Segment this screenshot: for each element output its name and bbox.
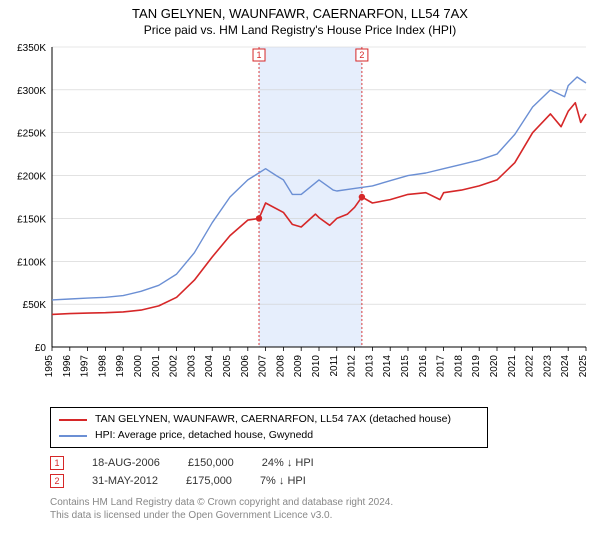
svg-text:2018: 2018: [453, 354, 464, 377]
annotation-price: £150,000: [188, 457, 234, 469]
chart-area: £0 £50K £100K £150K £200K £250K £300K £350K 1995…: [8, 41, 592, 401]
annotation-date: 31-MAY-2012: [92, 475, 158, 487]
legend-swatch: [59, 435, 87, 437]
svg-text:2003: 2003: [186, 354, 197, 377]
chart-subtitle: Price paid vs. HM Land Registry's House …: [8, 23, 592, 37]
svg-text:2017: 2017: [436, 354, 447, 377]
svg-text:2014: 2014: [382, 354, 393, 377]
annotation-price: £175,000: [186, 475, 232, 487]
legend-label: HPI: Average price, detached house, Gwyn…: [95, 428, 313, 444]
svg-text:1: 1: [257, 50, 262, 60]
svg-text:1996: 1996: [62, 354, 73, 377]
svg-text:2020: 2020: [489, 354, 500, 377]
svg-text:2025: 2025: [578, 354, 589, 377]
svg-text:2004: 2004: [204, 354, 215, 377]
svg-text:1995: 1995: [44, 354, 55, 377]
svg-text:1997: 1997: [80, 354, 91, 377]
svg-text:£50K: £50K: [23, 300, 47, 311]
svg-text:£150K: £150K: [17, 214, 46, 225]
svg-text:2015: 2015: [400, 354, 411, 377]
footnote: Contains HM Land Registry data © Crown c…: [50, 496, 592, 522]
svg-text:2019: 2019: [471, 354, 482, 377]
svg-text:2008: 2008: [275, 354, 286, 377]
annotation-marker-2: 2: [50, 474, 64, 488]
svg-text:2000: 2000: [133, 354, 144, 377]
svg-text:1999: 1999: [115, 354, 126, 377]
svg-text:2024: 2024: [560, 354, 571, 377]
svg-text:2022: 2022: [525, 354, 536, 377]
svg-text:1998: 1998: [97, 354, 108, 377]
svg-text:2012: 2012: [347, 354, 358, 377]
svg-text:2006: 2006: [240, 354, 251, 377]
svg-text:2013: 2013: [364, 354, 375, 377]
legend-item-subject: TAN GELYNEN, WAUNFAWR, CAERNARFON, LL54 …: [59, 412, 479, 428]
footnote-line: This data is licensed under the Open Gov…: [50, 509, 592, 522]
svg-text:2005: 2005: [222, 354, 233, 377]
legend-swatch: [59, 419, 87, 421]
annotation-date: 18-AUG-2006: [92, 457, 160, 469]
svg-text:2002: 2002: [169, 354, 180, 377]
svg-text:2021: 2021: [507, 354, 518, 377]
legend-label: TAN GELYNEN, WAUNFAWR, CAERNARFON, LL54 …: [95, 412, 451, 428]
legend-item-hpi: HPI: Average price, detached house, Gwyn…: [59, 428, 479, 444]
annotation-row-1: 1 18-AUG-2006 £150,000 24% ↓ HPI: [50, 454, 592, 472]
svg-text:£250K: £250K: [17, 129, 46, 140]
annotation-row-2: 2 31-MAY-2012 £175,000 7% ↓ HPI: [50, 472, 592, 490]
annotation-delta: 7% ↓ HPI: [260, 475, 306, 487]
svg-text:2011: 2011: [329, 354, 340, 376]
chart-title: TAN GELYNEN, WAUNFAWR, CAERNARFON, LL54 …: [8, 6, 592, 23]
svg-text:2023: 2023: [542, 354, 553, 377]
svg-text:2007: 2007: [258, 354, 269, 377]
line-chart: £0 £50K £100K £150K £200K £250K £300K £350K 1995…: [8, 41, 592, 401]
svg-text:£350K: £350K: [17, 43, 46, 54]
annotation-marker-1: 1: [50, 456, 64, 470]
svg-text:£200K: £200K: [17, 171, 46, 182]
svg-text:2016: 2016: [418, 354, 429, 377]
svg-text:2001: 2001: [151, 354, 162, 377]
legend: TAN GELYNEN, WAUNFAWR, CAERNARFON, LL54 …: [50, 407, 488, 449]
annotation-delta: 24% ↓ HPI: [262, 457, 314, 469]
svg-text:£300K: £300K: [17, 86, 46, 97]
svg-text:2009: 2009: [293, 354, 304, 377]
svg-text:£0: £0: [35, 343, 47, 354]
footnote-line: Contains HM Land Registry data © Crown c…: [50, 496, 592, 509]
svg-text:2: 2: [359, 50, 364, 60]
svg-text:2010: 2010: [311, 354, 322, 377]
svg-text:£100K: £100K: [17, 257, 46, 268]
